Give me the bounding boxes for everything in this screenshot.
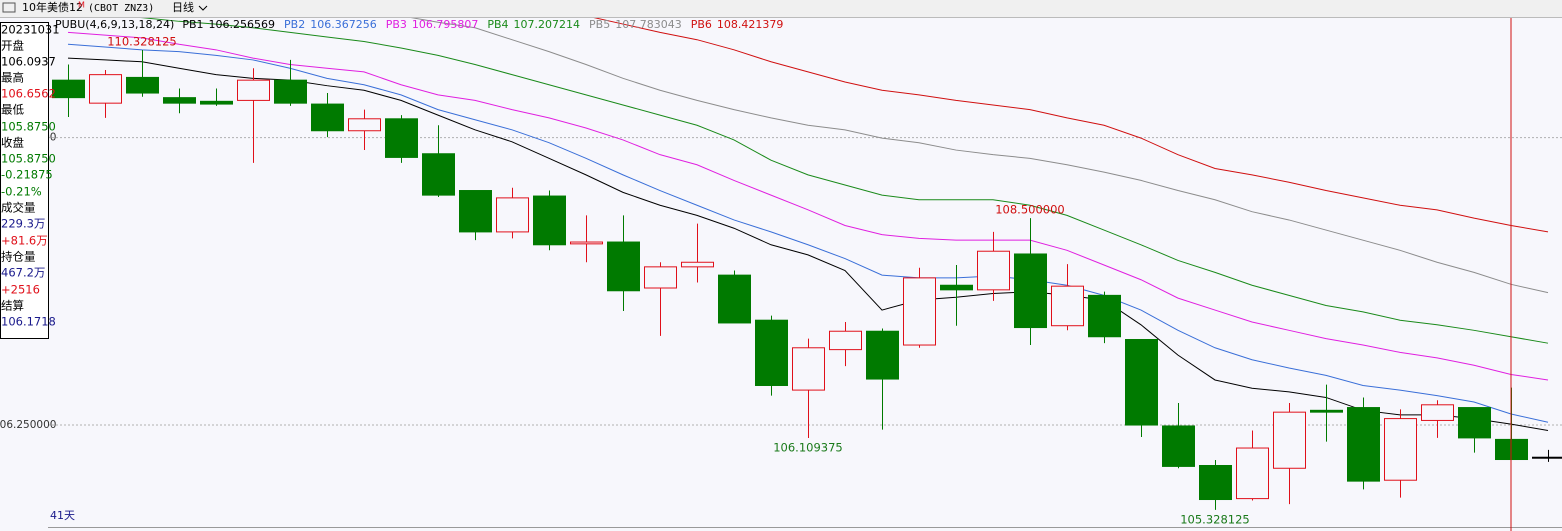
info-value: 105.8750 (1, 120, 56, 134)
info-value: 106.6562 (1, 87, 56, 101)
info-value: 105.8750 (1, 152, 56, 166)
toolbar-icon (2, 2, 16, 13)
candle-body (718, 274, 751, 324)
candle-body (1273, 411, 1306, 469)
info-value: 106.0937 (1, 55, 56, 69)
candle-body (607, 241, 640, 292)
candle-body (570, 241, 603, 245)
info-value: -0.21% (1, 185, 42, 199)
info-value: +2516 (1, 283, 40, 297)
candle-body (126, 76, 159, 94)
info-label: 结算 (1, 299, 24, 313)
candle-body (866, 330, 899, 380)
legend-value: 108.421379 (717, 18, 783, 31)
candle-body (1458, 407, 1491, 439)
candle-body (940, 284, 973, 291)
extreme-label: 106.109375 (773, 440, 843, 454)
candle-body (311, 103, 344, 132)
info-panel-box (0, 22, 49, 339)
indicator-line (140, 18, 1549, 344)
candle-body (1014, 253, 1047, 329)
legend-value: 106.795807 (412, 18, 478, 31)
candle-body (52, 79, 85, 99)
indicator-line (67, 43, 1549, 423)
candle-body (496, 197, 529, 233)
info-label: 开盘 (1, 39, 24, 53)
info-label: 最高 (1, 71, 24, 85)
toolbar (0, 0, 1562, 17)
legend-name: PB3 (386, 18, 407, 31)
indicator-line (410, 18, 1549, 294)
candle-body (422, 153, 455, 196)
candle-body (977, 250, 1010, 291)
candle-body (348, 118, 381, 132)
candle-body (644, 266, 677, 289)
candle-body (681, 261, 714, 268)
candle-body (237, 79, 270, 101)
candle-body (1199, 464, 1232, 501)
info-label: 持仓量 (1, 250, 36, 264)
period-selector[interactable]: 日线 (172, 0, 194, 14)
info-label: 收盘 (1, 136, 24, 150)
candle-body (829, 330, 862, 351)
candle-body (163, 97, 196, 104)
candle-body (1532, 456, 1562, 459)
toolbar-title: 10年美债12 (22, 0, 83, 14)
candle-body (1236, 447, 1269, 500)
info-value: 467.2万 (1, 266, 45, 280)
toolbar-contract: (CBOT ZNZ3) (88, 3, 154, 14)
candle-body (792, 347, 825, 391)
candle-body (533, 195, 566, 246)
y-tick-label: 106.250000 (0, 419, 56, 431)
legend-value: 106.367256 (310, 18, 376, 31)
candle-body (1088, 294, 1121, 338)
legend-value: 106.256569 (209, 18, 275, 31)
legend-name: PB5 (589, 18, 610, 31)
info-date: 20231031 (1, 23, 60, 37)
candle-body (89, 74, 122, 104)
info-value: 106.1718 (1, 315, 56, 329)
candle-body (274, 79, 307, 104)
toolbar-title-sup: M (78, 1, 85, 10)
candle-body (1421, 404, 1454, 421)
extreme-label: 110.328125 (107, 34, 177, 48)
candle-body (755, 319, 788, 386)
candle-body (1162, 425, 1195, 467)
extreme-label: 105.328125 (1180, 512, 1250, 526)
candle-body (385, 118, 418, 158)
candle-body (1051, 285, 1084, 327)
candle-body (200, 100, 233, 105)
legend-name: PB1 (182, 18, 203, 31)
period-chevron[interactable] (198, 5, 208, 11)
candle-body (1125, 339, 1158, 426)
legend-name: PB6 (691, 18, 712, 31)
extreme-label: 108.500000 (995, 203, 1065, 217)
info-panel: 20231031 开盘 106.0937 最高 106.6562 最低 105.… (0, 22, 60, 339)
indicator-line (593, 18, 1549, 233)
indicator-line (67, 57, 1549, 432)
legend-value: 107.783043 (615, 18, 681, 31)
legend-name: PB2 (284, 18, 305, 31)
legend-value: 107.207214 (514, 18, 580, 31)
info-label: 成交量 (1, 201, 36, 215)
bar-count: 41天 (50, 509, 75, 522)
legend-name: PB4 (487, 18, 508, 31)
info-value: -0.21875 (1, 168, 53, 182)
candle-body (1347, 407, 1380, 482)
candle-body (459, 190, 492, 233)
candle-body (1384, 418, 1417, 481)
candle-body (903, 277, 936, 346)
candle-body (1310, 409, 1343, 413)
info-label: 最低 (1, 103, 24, 117)
indicator-name: PUBU(4,6,9,13,18,24) (55, 18, 174, 31)
info-value: +81.6万 (1, 234, 48, 248)
info-value: 229.3万 (1, 217, 45, 231)
indicator-line (67, 31, 1549, 381)
